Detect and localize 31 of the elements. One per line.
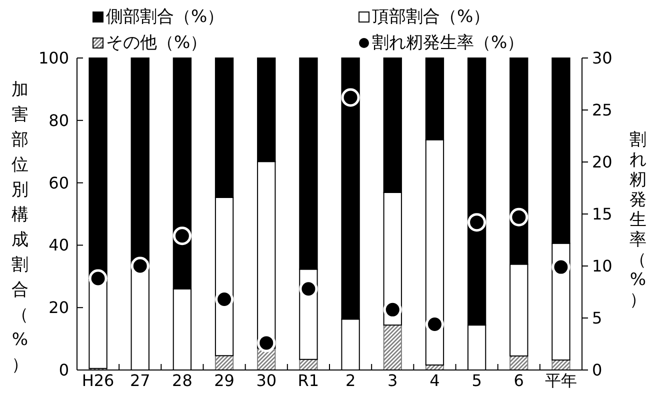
x-tick-label: 平年 <box>544 371 577 390</box>
legend-label: 側部割合（%） <box>106 7 224 27</box>
y2-tick-label: 0 <box>592 360 602 380</box>
y2-tick-label: 20 <box>592 152 612 172</box>
x-tick-label: 30 <box>256 371 277 390</box>
x-tick-label: 28 <box>172 371 192 390</box>
y2-tick-label: 15 <box>592 204 612 224</box>
x-tick-label: 2 <box>345 371 356 390</box>
x-tick-label: 27 <box>130 371 150 390</box>
x-tick-label: H26 <box>82 371 114 390</box>
y-tick-label: 40 <box>48 236 69 255</box>
y2-tick-label: 30 <box>592 48 612 68</box>
x-tick-label: R1 <box>298 371 320 390</box>
y2-tick-label: 25 <box>592 100 612 120</box>
y-tick-label: 0 <box>58 360 69 380</box>
y-tick-label: 80 <box>48 110 69 130</box>
legend-label: 割れ籾発生率（%） <box>372 33 524 53</box>
x-tick-label: 29 <box>214 371 234 390</box>
x-tick-label: 3 <box>388 371 398 390</box>
text: 割れ籾発生率（%） <box>630 130 646 310</box>
y-tick-label: 60 <box>48 173 69 192</box>
y2-tick-label: 10 <box>592 256 612 276</box>
x-tick-label: 4 <box>430 371 440 390</box>
y2-tick-label: 5 <box>592 308 602 328</box>
legend-label: 頂部割合（%） <box>372 7 490 27</box>
y-tick-label: 20 <box>48 298 69 318</box>
y-tick-label: 100 <box>38 48 69 68</box>
legend-label: その他（%） <box>106 33 208 53</box>
x-tick-label: 6 <box>514 371 524 390</box>
x-tick-label: 5 <box>472 371 482 390</box>
text: 加害部位別構成割合（%） <box>12 80 28 375</box>
